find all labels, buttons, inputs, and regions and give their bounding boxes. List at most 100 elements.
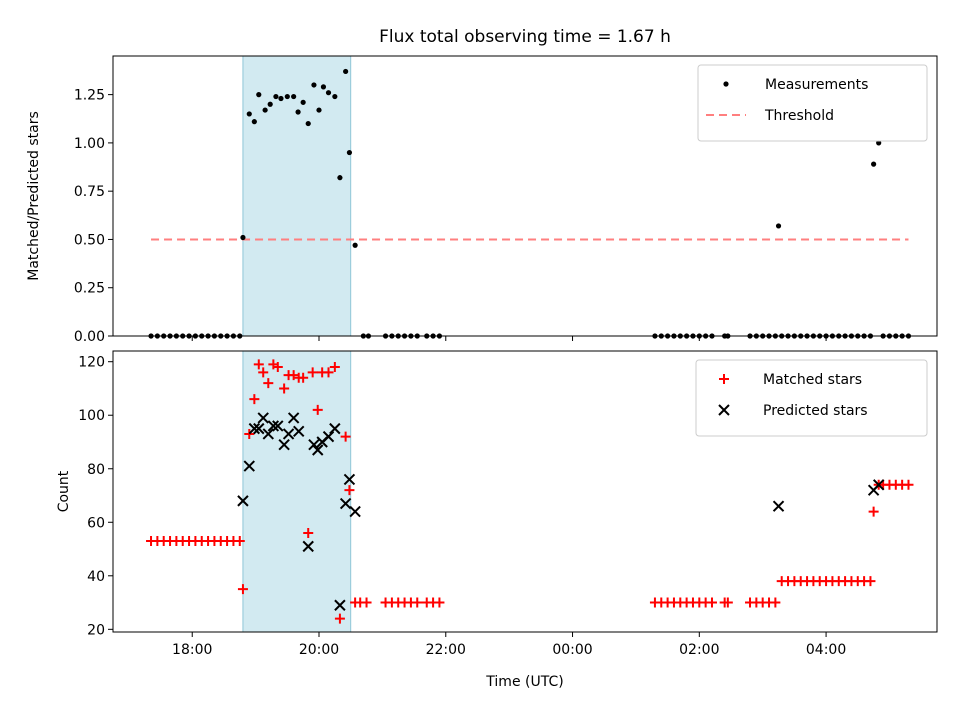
axes-frame [112,350,938,633]
matched-point [279,383,290,394]
measurement-point [343,68,349,75]
measurement-point [256,92,262,98]
y-tick-label: 0.00 [74,329,105,345]
x-tick-label: 02:00 [679,642,719,658]
x-tick-label: 22:00 [426,642,466,658]
predicted-point [343,473,356,486]
x-axis-label: Time (UTC) [485,674,563,690]
y-tick-label: 120 [78,355,105,371]
x-tick-label: 00:00 [552,642,592,658]
matched-point [258,367,269,378]
observing-span-shade [242,55,352,337]
measurement-point [325,90,332,96]
measurement-point [240,234,246,241]
predicted-point [267,420,280,432]
matched-point [237,584,248,595]
matched-point [412,597,423,608]
predicted-point [772,500,785,512]
measurement-point [284,93,290,100]
measurement-point [332,93,338,100]
chart-panel-1: 0.00 0.25 0.50 0.75 1.00 1.25 Flux total obser… [26,27,938,345]
y-tick-label: 0.25 [74,281,105,297]
legend-label: Measurements [765,77,868,93]
legend-box [695,359,928,437]
measurement-point [251,119,257,125]
observing-span-shade [242,350,352,633]
predicted-point [253,422,265,435]
x-tick-label: 20:00 [299,642,339,658]
predicted-point [237,495,249,507]
measurement-point [262,107,268,113]
legend-label: Matched stars [763,372,862,388]
matched-point [329,362,340,373]
predicted-point [329,422,341,435]
y-tick-label: 60 [87,515,105,531]
legend-marker [723,81,729,87]
predicted-point [302,540,314,553]
legend: Matched stars Predicted stars [695,359,928,437]
matched-point [770,597,781,608]
matched-point [303,527,314,538]
matched-point [706,597,717,608]
measurement-point [300,99,306,105]
series-matched-stars [146,359,914,624]
measurement-point [305,120,311,127]
measurement-point [273,93,279,100]
predicted-point [334,599,346,611]
matched-point [263,378,274,389]
y-tick-label: 1.00 [74,136,105,152]
measurement-point [337,175,343,181]
y-tick-label: 0.75 [74,184,105,200]
measurement-point [311,82,317,88]
predicted-point [278,438,290,451]
matched-point [312,404,323,415]
predicted-point [272,420,284,432]
legend-label: Predicted stars [763,403,868,419]
y-tick-label: 40 [87,569,105,585]
predicted-point [293,425,305,437]
predicted-point [872,479,885,491]
y-tick-label: 100 [78,408,105,424]
x-tick-label: 18:00 [172,642,212,658]
matched-point [865,576,876,587]
predicted-point [349,505,361,518]
measurement-point [871,161,877,167]
measurement-point [352,242,358,248]
matched-point [272,362,283,373]
predicted-point [282,428,295,440]
matched-point [334,613,345,624]
measurement-point [316,107,322,113]
matched-point [323,367,334,378]
measurement-point [876,140,882,146]
predicted-point [312,444,324,456]
legend: Measurements Threshold [697,64,928,142]
predicted-point [339,497,352,510]
matched-point [340,431,351,442]
matched-point [298,372,309,383]
measurement-point [295,109,301,115]
measurement-point [291,93,297,100]
matched-point [434,597,445,608]
predicted-point [322,430,335,443]
measurement-point [267,101,273,107]
chart-title: Flux total observing time = 1.67 h [379,27,671,47]
legend-label: Threshold [764,108,834,124]
y-tick-label: 1.25 [74,88,105,104]
y-tick-label: 0.50 [74,232,105,248]
matched-point [307,367,318,378]
chart-panel-2: 20 40 60 80 100 120 18:00 20:00 22:00 00:00 02:00 0… [56,350,938,690]
predicted-point [262,428,274,440]
predicted-point [308,438,320,451]
matched-point [868,506,879,517]
y-tick-label: 80 [87,462,105,478]
measurement-point [320,84,327,90]
series-predicted-stars [237,412,885,611]
measurement-point [775,223,782,229]
y-tick-label: 20 [87,622,105,638]
predicted-point [248,422,261,435]
x-tick-label: 04:00 [806,642,846,658]
legend-box [697,64,928,142]
matched-point [344,485,355,496]
legend-marker [719,374,729,384]
